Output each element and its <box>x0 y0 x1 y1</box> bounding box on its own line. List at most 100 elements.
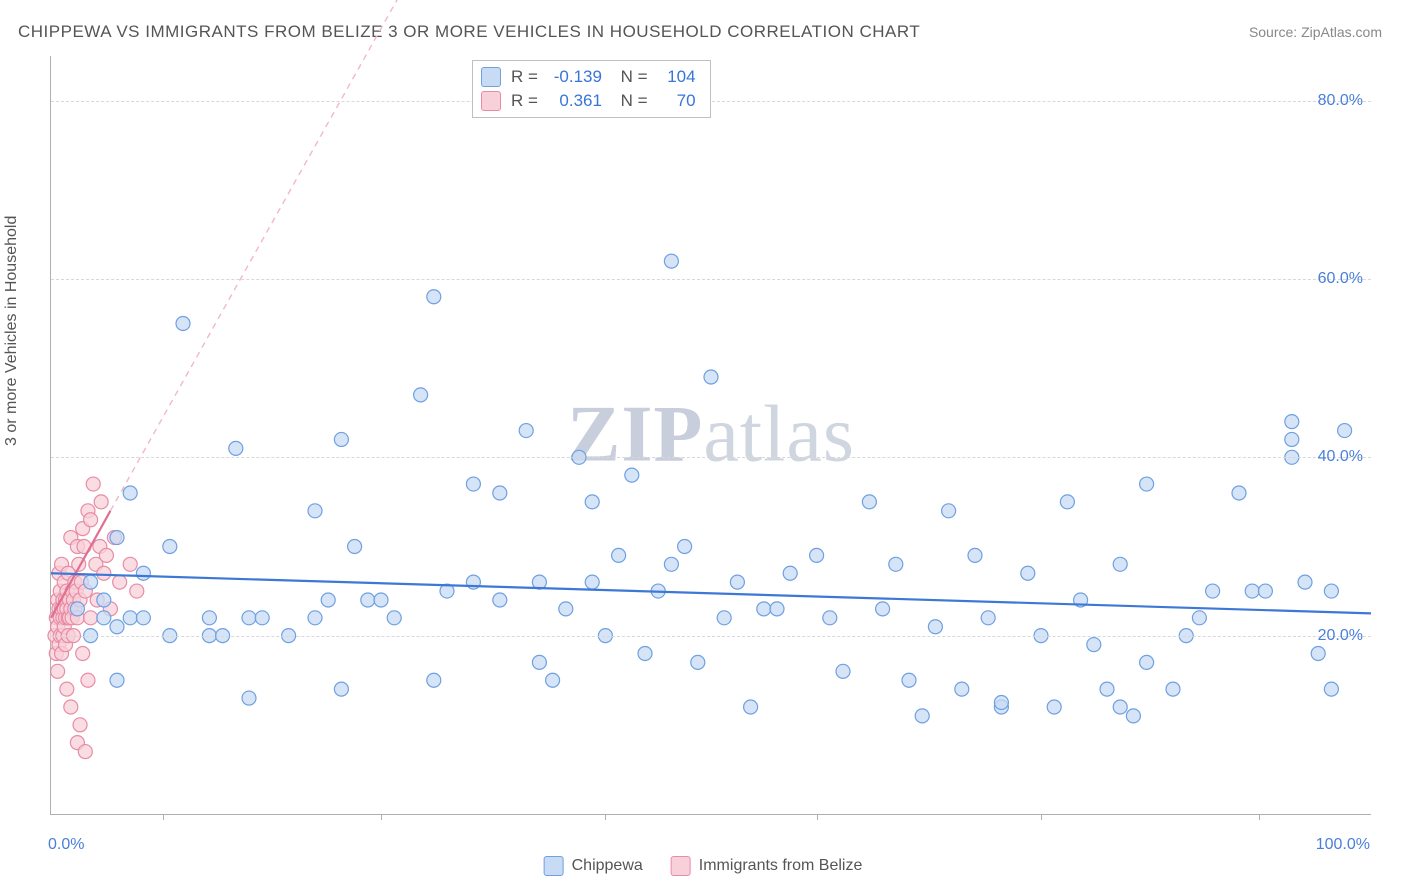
data-point <box>876 602 890 616</box>
data-point <box>60 682 74 696</box>
data-point <box>968 548 982 562</box>
data-point <box>664 557 678 571</box>
data-point <box>255 611 269 625</box>
stat-r-value: 0.361 <box>550 89 602 113</box>
x-axis-max-label: 100.0% <box>1316 836 1370 854</box>
data-point <box>678 539 692 553</box>
data-point <box>559 602 573 616</box>
data-point <box>664 254 678 268</box>
data-point <box>585 575 599 589</box>
gridline-h <box>51 279 1371 280</box>
data-point <box>638 646 652 660</box>
data-point <box>955 682 969 696</box>
data-point <box>1126 709 1140 723</box>
data-point <box>113 575 127 589</box>
trend-line <box>51 573 1371 613</box>
data-point <box>110 531 124 545</box>
data-point <box>1338 424 1352 438</box>
data-point <box>321 593 335 607</box>
data-point <box>981 611 995 625</box>
data-point <box>994 696 1008 710</box>
stat-r-label: R = <box>511 65 538 89</box>
data-point <box>73 718 87 732</box>
data-point <box>202 611 216 625</box>
data-point <box>704 370 718 384</box>
x-tick-mark <box>163 814 164 820</box>
data-point <box>163 539 177 553</box>
data-point <box>136 566 150 580</box>
legend-chip <box>544 856 564 876</box>
data-point <box>110 620 124 634</box>
data-point <box>64 700 78 714</box>
data-point <box>823 611 837 625</box>
legend-stats-row: R =-0.139 N =104 <box>481 65 700 89</box>
data-point <box>532 655 546 669</box>
y-axis-label: 3 or more Vehicles in Household <box>3 216 21 446</box>
data-point <box>1166 682 1180 696</box>
legend-stats-row: R = 0.361 N = 70 <box>481 89 700 113</box>
source-attribution: Source: ZipAtlas.com <box>1249 24 1382 40</box>
y-tick-label: 20.0% <box>1318 627 1363 645</box>
data-point <box>493 593 507 607</box>
data-point <box>1258 584 1272 598</box>
stat-n-value: 104 <box>660 65 696 89</box>
legend-chip <box>481 67 501 87</box>
data-point <box>519 424 533 438</box>
gridline-h <box>51 636 1371 637</box>
stat-r-label: R = <box>511 89 538 113</box>
data-point <box>84 513 98 527</box>
data-point <box>1113 700 1127 714</box>
data-point <box>810 548 824 562</box>
data-point <box>242 611 256 625</box>
data-point <box>374 593 388 607</box>
data-point <box>123 557 137 571</box>
data-point <box>70 602 84 616</box>
legend-bottom: Chippewa Immigrants from Belize <box>544 856 863 876</box>
data-point <box>902 673 916 687</box>
data-point <box>625 468 639 482</box>
data-point <box>493 486 507 500</box>
data-point <box>744 700 758 714</box>
data-point <box>1324 584 1338 598</box>
data-point <box>1232 486 1246 500</box>
data-point <box>915 709 929 723</box>
y-tick-label: 80.0% <box>1318 92 1363 110</box>
stat-n-label: N = <box>616 65 648 89</box>
data-point <box>97 566 111 580</box>
data-point <box>585 495 599 509</box>
data-point <box>78 745 92 759</box>
data-point <box>1140 477 1154 491</box>
data-point <box>691 655 705 669</box>
x-tick-mark <box>605 814 606 820</box>
x-axis-min-label: 0.0% <box>48 836 84 854</box>
data-point <box>757 602 771 616</box>
data-point <box>1047 700 1061 714</box>
data-point <box>466 477 480 491</box>
data-point <box>308 504 322 518</box>
data-point <box>1245 584 1259 598</box>
stat-n-value: 70 <box>660 89 696 113</box>
data-point <box>717 611 731 625</box>
data-point <box>612 548 626 562</box>
legend-stats-box: R =-0.139 N =104R =0.361 N =70 <box>472 60 711 118</box>
gridline-h <box>51 457 1371 458</box>
data-point <box>1298 575 1312 589</box>
data-point <box>1285 432 1299 446</box>
data-point <box>97 611 111 625</box>
data-point <box>123 611 137 625</box>
data-point <box>86 477 100 491</box>
data-point <box>94 495 108 509</box>
data-point <box>1192 611 1206 625</box>
stat-n-label: N = <box>616 89 648 113</box>
trend-line-extension <box>110 0 420 511</box>
y-tick-label: 40.0% <box>1318 448 1363 466</box>
legend-item: Chippewa <box>544 856 643 876</box>
plot-area: ZIPatlas 20.0%40.0%60.0%80.0% <box>50 56 1371 815</box>
data-point <box>81 673 95 687</box>
data-point <box>889 557 903 571</box>
data-point <box>1087 638 1101 652</box>
data-point <box>770 602 784 616</box>
legend-item: Immigrants from Belize <box>671 856 863 876</box>
x-tick-mark <box>1041 814 1042 820</box>
data-point <box>110 673 124 687</box>
